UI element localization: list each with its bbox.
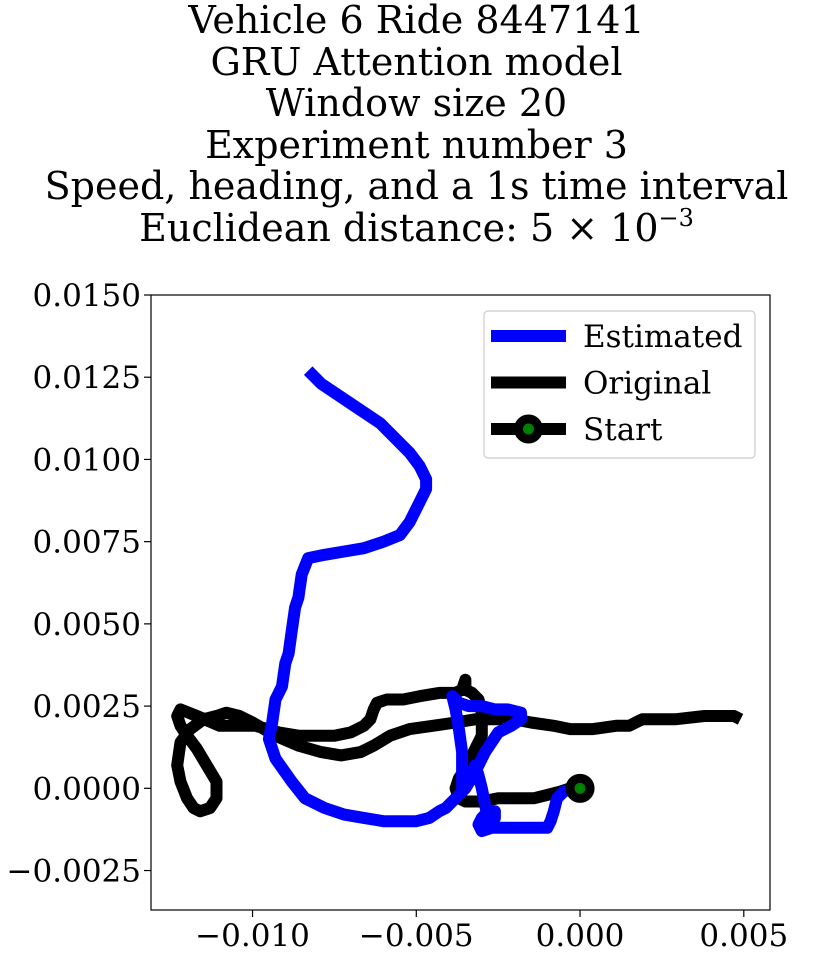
y-tick-label: 0.0050 (33, 607, 141, 643)
title-line-3: Window size 20 (265, 81, 568, 125)
legend-box (483, 310, 756, 459)
title-line-distance: Euclidean distance: 5 × 10−3 (0, 205, 833, 250)
chart-title: Vehicle 6 Ride 8447141 GRU Attention mod… (0, 0, 833, 249)
series-layer (171, 366, 744, 838)
x-axis: −0.010 −0.005 0.000 0.005 (195, 910, 788, 954)
legend-label-original: Original (583, 366, 711, 402)
y-tick-label: 0.0025 (33, 689, 141, 725)
y-tick-label: 0.0100 (33, 442, 141, 478)
start-point-marker (565, 773, 595, 803)
series-line-estimated (262, 366, 580, 838)
x-tick-label: 0.000 (536, 918, 625, 954)
y-tick-label: −0.0025 (7, 854, 141, 890)
legend-label-estimated: Estimated (583, 319, 742, 355)
y-tick-label: 0.0125 (33, 360, 141, 396)
title-line-4: Experiment number 3 (205, 122, 628, 167)
plot-frame (150, 294, 771, 911)
y-axis: −0.0025 0.0000 0.0025 0.0050 0.0075 0.0100 0.0… (7, 278, 151, 890)
y-tick-label: 0.0075 (33, 525, 141, 561)
distance-label: Euclidean distance: 5 × 10 (139, 205, 659, 250)
legend-marker-start (514, 414, 543, 444)
x-tick-label: 0.005 (699, 918, 788, 954)
x-tick-label: −0.010 (195, 918, 310, 954)
x-tick-label: −0.005 (359, 918, 474, 954)
title-line-1: Vehicle 6 Ride 8447141 (188, 0, 645, 42)
title-line-5: Speed, heading, and a 1s time interval (44, 164, 789, 208)
legend: Estimated Original Start (483, 310, 756, 459)
title-line-2: GRU Attention model (210, 39, 623, 84)
series-line-original (171, 673, 744, 818)
legend-label-start: Start (583, 412, 663, 448)
y-tick-label: 0.0150 (33, 278, 141, 314)
y-tick-label: 0.0000 (33, 771, 141, 807)
distance-exponent: −3 (658, 203, 694, 232)
